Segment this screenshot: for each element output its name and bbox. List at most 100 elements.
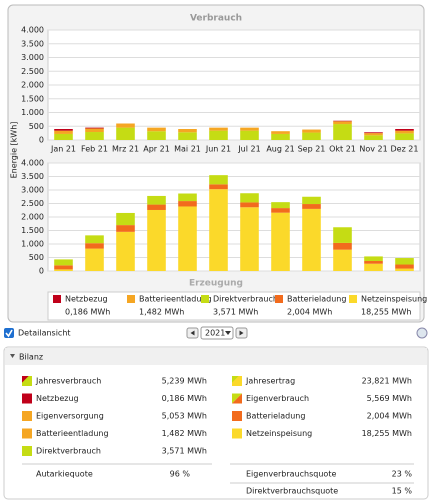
legend-icon — [232, 376, 242, 386]
legend — [47, 291, 421, 321]
bar-segment — [54, 269, 73, 271]
legend-total: 3,571 MWh — [213, 308, 258, 317]
bar-segment — [364, 135, 383, 140]
y-tick-label: 1.000 — [21, 240, 44, 249]
bar-segment — [147, 209, 166, 271]
y-tick-label: 2.000 — [21, 81, 44, 90]
y-axis-label: Energie [kWh] — [10, 122, 19, 179]
y-tick-label: 4.000 — [21, 26, 44, 35]
x-tick-label: Jul 21 — [237, 145, 260, 154]
dropdown-icon — [225, 331, 231, 335]
legend-label: Netzbezug — [65, 295, 108, 304]
bar-segment — [333, 242, 352, 250]
bar-segment — [364, 133, 383, 136]
legend-total: 0,186 MWh — [65, 308, 110, 317]
refresh-icon[interactable] — [416, 327, 428, 339]
bar-segment — [395, 129, 414, 131]
y-tick-label: 3.000 — [21, 186, 44, 195]
row-label: Batterieentladung — [36, 429, 109, 438]
quote-label: Eigenverbrauchsquote — [246, 470, 336, 479]
bar-segment — [54, 259, 73, 266]
bar-segment — [85, 235, 104, 244]
row-value: 2,004 MWh — [367, 412, 412, 421]
bilanz-title[interactable]: Bilanz — [19, 353, 43, 362]
checkmark — [5, 329, 13, 338]
bar-segment — [54, 130, 73, 134]
bar-segment — [54, 133, 73, 140]
row-value: 0,186 MWh — [162, 394, 207, 403]
legend-swatch — [127, 295, 135, 303]
bar-segment — [364, 256, 383, 262]
row-label: Jahresertrag — [245, 377, 295, 386]
y-tick-label: 2.000 — [21, 213, 44, 222]
x-tick-label: Mai 21 — [174, 145, 201, 154]
bilanz-header[interactable] — [5, 348, 427, 365]
bar-segment — [147, 131, 166, 140]
x-tick-label: Feb 21 — [81, 145, 108, 154]
row-value: 5,053 MWh — [162, 412, 207, 421]
bar-segment — [302, 132, 321, 140]
bar-segment — [333, 249, 352, 271]
bar-segment — [178, 132, 197, 140]
bar-segment — [395, 133, 414, 140]
bar-segment — [302, 196, 321, 205]
quote-value: 15 % — [392, 487, 413, 496]
y-tick-label: 0 — [39, 136, 44, 145]
y-tick-label: 4.000 — [21, 159, 44, 168]
bar-segment — [116, 231, 135, 271]
bar-segment — [178, 206, 197, 271]
row-value: 5,239 MWh — [162, 377, 207, 386]
bar-segment — [85, 128, 104, 133]
collapse-icon — [10, 354, 15, 358]
bar-segment — [364, 132, 383, 134]
x-tick-label: Apr 21 — [143, 145, 170, 154]
x-tick-label: Dez 21 — [390, 145, 418, 154]
legend-icon — [22, 446, 32, 456]
chart-title: Erzeugung — [189, 279, 243, 289]
arrow-icon — [190, 330, 195, 336]
bar-segment — [209, 189, 228, 271]
legend-label: Netzeinspeisung — [361, 295, 427, 304]
bar-segment — [54, 129, 73, 131]
legend-icon — [22, 376, 32, 386]
bar-segment — [116, 127, 135, 140]
bar-segment — [271, 131, 290, 134]
y-tick-label: 1.500 — [21, 226, 44, 235]
bar-segment — [240, 207, 259, 271]
x-tick-label: Mrz 21 — [112, 145, 139, 154]
row-label: Netzbezug — [36, 394, 79, 403]
row-value: 3,571 MWh — [162, 447, 207, 456]
row-value: 18,255 MWh — [362, 429, 412, 438]
checkbox-label[interactable]: Detailansicht — [18, 329, 71, 338]
row-value: 1,482 MWh — [162, 429, 207, 438]
quote-value: 23 % — [392, 470, 413, 479]
bar-segment — [333, 124, 352, 140]
y-tick-label: 1.000 — [21, 108, 44, 117]
bar-segment — [54, 265, 73, 270]
arrow-icon — [239, 330, 244, 336]
legend-icon — [22, 393, 32, 404]
row-label: Eigenverbrauch — [246, 394, 309, 403]
y-tick-label: 2.500 — [21, 67, 44, 76]
row-label: Netzeinspeisung — [246, 429, 312, 438]
year-value[interactable]: 2021 — [205, 329, 225, 338]
x-tick-label: Okt 21 — [329, 145, 356, 154]
legend-label: Direktverbrauch — [213, 295, 278, 304]
year-select[interactable] — [200, 326, 234, 340]
legend-total: 1,482 MWh — [139, 308, 184, 317]
legend-icon — [22, 428, 32, 439]
bar-segment — [302, 129, 321, 133]
bar-segment — [209, 184, 228, 190]
bar-segment — [178, 193, 197, 202]
bar-segment — [178, 129, 197, 133]
y-tick-label: 1.500 — [21, 94, 44, 103]
bar-segment — [240, 193, 259, 203]
row-value: 5,569 MWh — [367, 394, 412, 403]
bar-segment — [85, 248, 104, 271]
bar-segment — [333, 120, 352, 122]
bar-segment — [271, 212, 290, 271]
bar-segment — [147, 195, 166, 205]
bar-segment — [333, 121, 352, 125]
chart-title: Verbrauch — [190, 14, 242, 24]
